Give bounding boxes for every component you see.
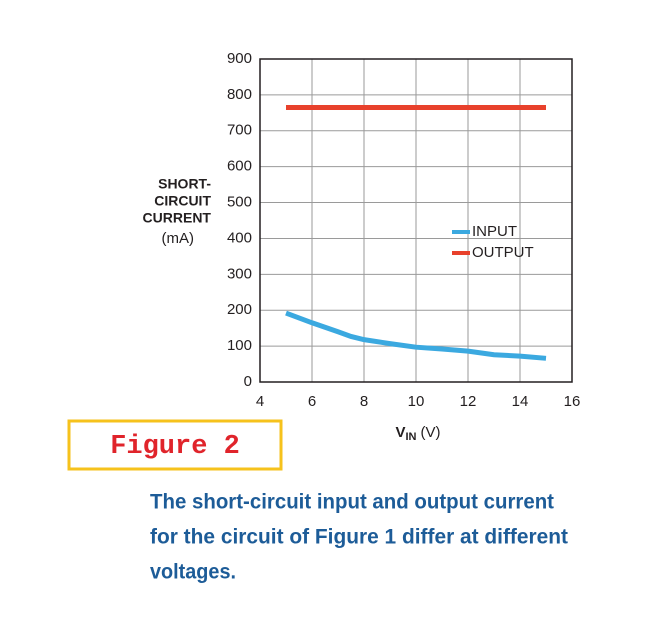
figure-box [67,419,283,471]
x-label-sub: IN [406,431,417,443]
x-tick-label: 8 [360,393,368,410]
x-tick-label: 4 [256,393,264,410]
y-tick-label: 900 [227,50,252,67]
legend-label: INPUT [472,223,517,240]
y-axis-label: CURRENT [143,210,212,226]
x-tick-label: 14 [512,393,529,410]
caption-line: voltages. [150,561,236,584]
x-tick-label: 6 [308,393,316,410]
y-tick-label: 0 [244,373,252,390]
x-tick-label: 10 [408,393,425,410]
y-tick-label: 700 [227,122,252,139]
x-tick-label: 16 [564,393,581,410]
caption-line: for the circuit of Figure 1 differ at di… [150,526,568,549]
y-axis-label: (mA) [162,230,195,247]
y-tick-label: 100 [227,337,252,354]
x-tick-label: 12 [460,393,477,410]
y-axis-label: CIRCUIT [154,193,211,209]
y-tick-label: 400 [227,229,252,246]
x-label-unit: (V) [421,424,441,441]
y-tick-label: 500 [227,194,252,211]
plot-frame [259,58,573,383]
x-label-main: V [395,424,405,441]
caption-line: The short-circuit input and output curre… [150,491,554,514]
y-tick-label: 200 [227,301,252,318]
y-tick-label: 600 [227,158,252,175]
y-axis-label: SHORT- [158,176,211,192]
figure-label: Figure 2 [110,432,240,462]
legend-label: OUTPUT [472,244,534,261]
y-tick-label: 300 [227,265,252,282]
x-axis-label: VIN (V) [395,424,440,443]
y-tick-label: 800 [227,86,252,103]
line-series [285,310,547,361]
